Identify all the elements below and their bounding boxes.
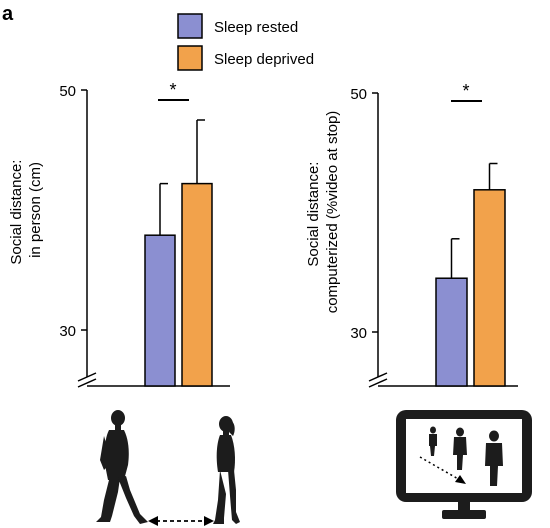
bar-sleep-rested [144,234,176,387]
arrow-head-right [204,516,214,526]
people-walking-toward-each-other-icon [96,410,240,526]
axis-break-marks [368,372,388,388]
legend-label-rested: Sleep rested [214,19,298,36]
woman-silhouette-icon [213,416,240,524]
y-axis-label-computerized: Social distance: computerized (%video at… [305,111,341,314]
y-axis-label-line2: in person (cm) [27,162,44,258]
y-tick-label-max: 50 [59,83,76,100]
bar-sleep-deprived [181,182,213,387]
y-axis-label-line1: Social distance: [8,160,25,265]
y-axis-label-line1: Social distance: [305,162,322,267]
panel-label: a [2,3,14,25]
axis-break-marks [77,372,97,388]
chart-in-person: Social distance: in person (cm) 50 30 * [8,80,230,388]
y-tick-label-min: 30 [350,325,367,342]
bar-sleep-deprived [473,189,506,387]
chart-computerized: Social distance: computerized (%video at… [305,81,518,388]
y-axis-label-line2: computerized (%video at stop) [324,111,341,314]
legend-label-deprived: Sleep deprived [214,51,314,68]
computer-monitor-icon [396,410,532,519]
significance-star: * [169,80,176,100]
man-silhouette-icon [96,410,148,524]
y-axis-label-in-person: Social distance: in person (cm) [8,155,44,264]
y-tick-label-min: 30 [59,323,76,340]
arrow-head-left [148,516,158,526]
legend: Sleep rested Sleep deprived [177,13,314,71]
y-tick-label-max: 50 [350,86,367,103]
significance-star: * [462,81,469,101]
legend-swatch-deprived [177,45,203,71]
bar-sleep-rested [435,277,468,387]
legend-swatch-rested [177,13,203,39]
